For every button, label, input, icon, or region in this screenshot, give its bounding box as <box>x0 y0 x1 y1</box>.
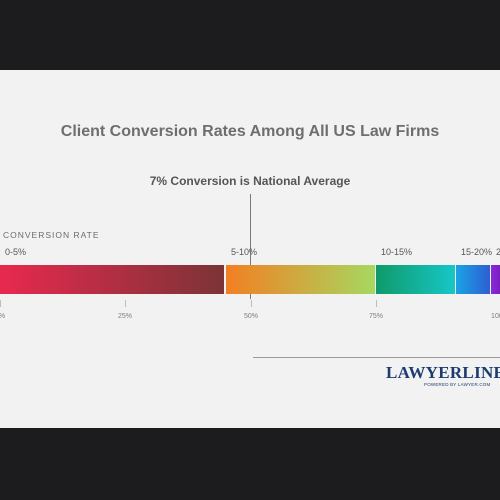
logo-wordmark: LAWYERLINE <box>386 363 500 382</box>
chart-title: Client Conversion Rates Among All US Law… <box>60 123 440 140</box>
bar-segment <box>456 265 490 294</box>
x-tick-label: 75% <box>368 313 384 320</box>
x-tick-label: 100% <box>491 313 500 320</box>
x-tick <box>0 300 1 307</box>
x-tick <box>251 300 252 307</box>
bar-segment <box>0 265 224 294</box>
segment-label: 20 <box>496 247 500 257</box>
average-annotation: 7% Conversion is National Average <box>149 174 351 188</box>
x-tick-label: 0% <box>0 313 5 320</box>
bar-segment <box>226 265 375 294</box>
bar-segment <box>376 265 455 294</box>
axis-title: CONVERSION RATE <box>3 230 100 240</box>
logo-tagline: POWERED BY LAWYER.COM <box>424 382 491 387</box>
lawyerline-logo: LAWYERLINETM POWERED BY LAWYER.COM <box>386 363 500 388</box>
segment-label: 0-5% <box>5 247 27 257</box>
x-tick-label: 25% <box>117 313 133 320</box>
x-tick-label: 50% <box>243 313 259 320</box>
bar-segment <box>491 265 500 294</box>
conversion-bar <box>0 265 500 294</box>
x-tick <box>376 300 377 307</box>
segment-label: 10-15% <box>381 247 413 257</box>
chart-panel: Client Conversion Rates Among All US Law… <box>0 70 500 428</box>
segment-label: 15-20% <box>461 247 493 257</box>
segment-label: 5-10% <box>231 247 258 257</box>
x-tick <box>125 300 126 307</box>
average-marker-line <box>250 194 251 299</box>
footer-rule <box>253 357 500 358</box>
